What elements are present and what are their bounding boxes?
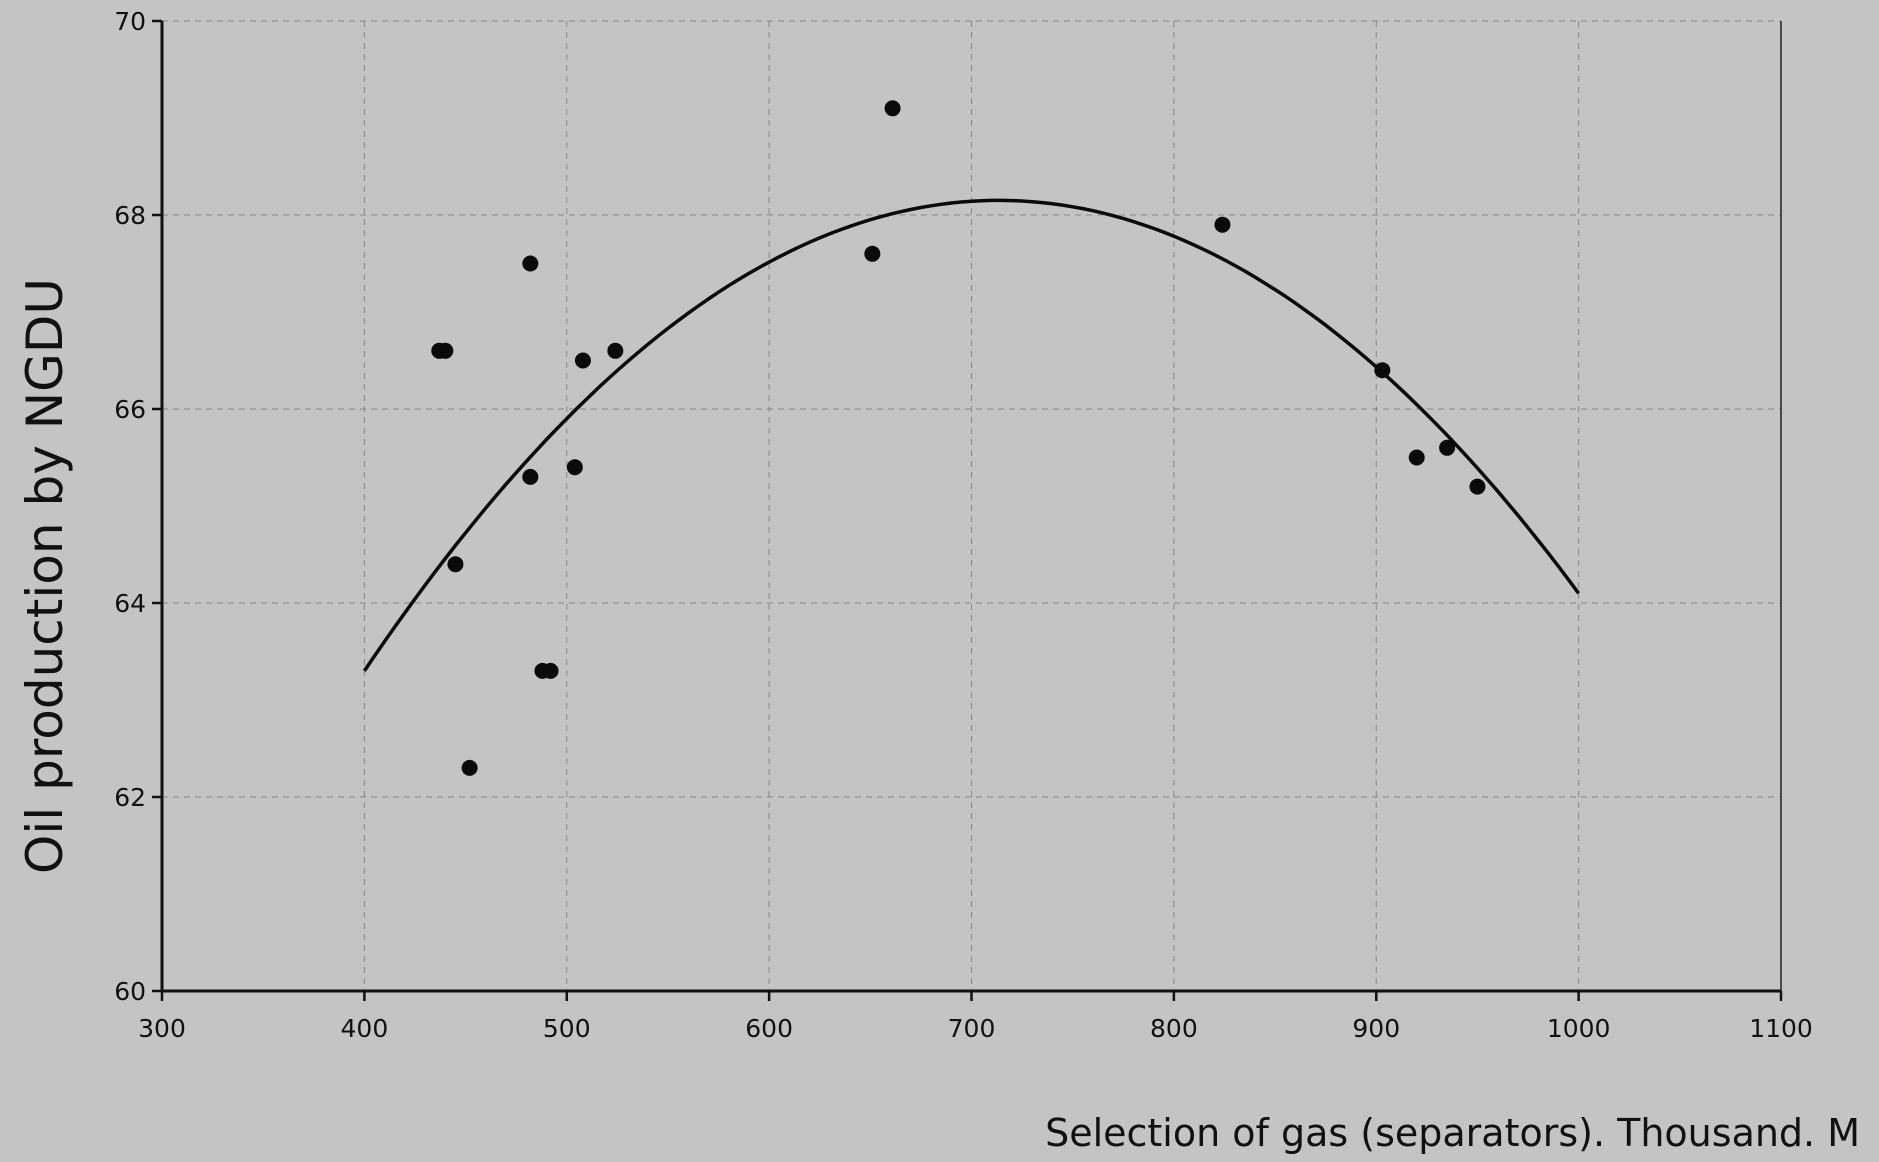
ticks: 300 400 500 600 700 800 900 1000 1100 60 62 64 66 68 7… xyxy=(114,7,1813,1043)
data-point xyxy=(566,459,583,476)
x-tick-label: 700 xyxy=(948,1014,996,1043)
grid xyxy=(162,20,1782,991)
data-point xyxy=(1439,439,1456,456)
data-point xyxy=(607,342,624,359)
y-tick-label: 62 xyxy=(114,783,146,812)
data-point xyxy=(1374,362,1391,379)
x-tick-label: 1000 xyxy=(1547,1014,1611,1043)
data-point xyxy=(574,352,591,369)
data-point xyxy=(542,662,559,679)
x-tick-label: 300 xyxy=(138,1014,186,1043)
data-point xyxy=(461,759,478,776)
data-point xyxy=(437,342,454,359)
data-point xyxy=(1408,449,1425,466)
data-point xyxy=(1214,216,1231,233)
data-point xyxy=(1469,478,1486,495)
x-tick-label: 1100 xyxy=(1749,1014,1813,1043)
data-point xyxy=(447,556,464,573)
x-axis-title: Selection of gas (separators). Thousand.… xyxy=(1045,1111,1860,1155)
y-tick-label: 68 xyxy=(114,201,146,230)
x-tick-label: 800 xyxy=(1150,1014,1198,1043)
y-tick-label: 66 xyxy=(114,395,146,424)
x-tick-label: 400 xyxy=(341,1014,389,1043)
y-axis-title: Oil production by NGDU xyxy=(16,278,74,874)
x-tick-label: 900 xyxy=(1352,1014,1400,1043)
data-points xyxy=(431,100,1486,776)
data-point xyxy=(522,255,539,272)
data-point xyxy=(522,468,539,485)
y-tick-label: 64 xyxy=(114,589,146,618)
x-tick-label: 600 xyxy=(745,1014,793,1043)
trend-curve xyxy=(362,198,1581,672)
data-point xyxy=(884,100,901,117)
data-point xyxy=(864,245,881,262)
x-tick-label: 500 xyxy=(543,1014,591,1043)
y-tick-label: 70 xyxy=(114,7,146,36)
y-tick-label: 60 xyxy=(114,977,146,1006)
